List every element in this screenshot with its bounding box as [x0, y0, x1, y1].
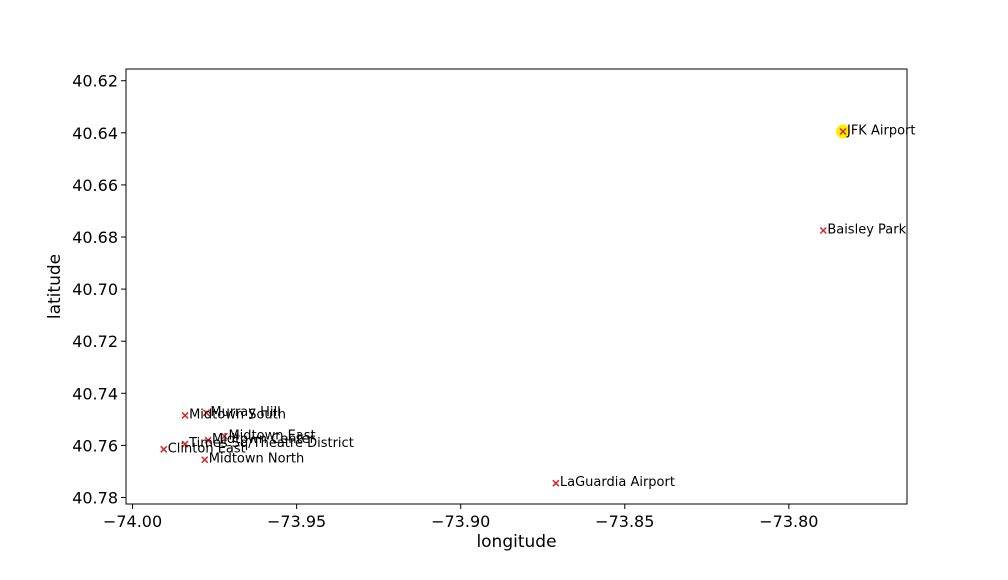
point-label: LaGuardia Airport	[560, 475, 675, 490]
y-tick-label: 40.62	[72, 72, 118, 91]
plot-frame	[125, 68, 908, 505]
y-axis-label: latitude	[45, 254, 65, 319]
x-tick-label: −73.90	[431, 512, 490, 531]
y-tick-label: 40.72	[72, 332, 118, 351]
y-axis: 40.62 40.64 40.66 40.68 40.70 40.72 40.74 40.76…	[72, 72, 126, 507]
y-tick-label: 40.68	[72, 228, 118, 247]
point-label: JFK Airport	[846, 124, 915, 139]
point-label: Midtown Center	[212, 432, 316, 447]
data-point	[202, 409, 210, 417]
data-point	[552, 479, 560, 487]
data-point	[220, 432, 228, 440]
data-point	[160, 445, 168, 453]
x-tick-label: −73.95	[267, 512, 326, 531]
point-label: Midtown South	[189, 407, 286, 422]
data-point	[204, 436, 212, 444]
data-point	[839, 127, 847, 136]
x-tick-label: −73.80	[759, 512, 818, 531]
data-point	[181, 440, 189, 448]
point-label: Midtown North	[209, 452, 304, 467]
x-tick-label: −73.85	[595, 512, 654, 531]
y-tick-label: 40.70	[72, 280, 118, 299]
point-labels-layer: JFK Airport Baisley Park LaGuardia Airport…	[168, 124, 916, 491]
y-tick-label: 40.64	[72, 124, 118, 143]
x-axis: −74.00 −73.95 −73.90 −73.85 −73.80	[103, 504, 818, 531]
point-label: Times Sq/Theatre District	[188, 436, 354, 451]
point-label: Baisley Park	[827, 222, 906, 237]
y-tick-label: 40.66	[72, 176, 118, 195]
plot-area	[126, 69, 907, 504]
y-tick-label: 40.78	[72, 488, 118, 507]
data-point	[819, 226, 827, 235]
data-point	[201, 456, 209, 464]
point-label: Murray Hill	[210, 405, 280, 420]
points-layer	[160, 127, 847, 487]
x-axis-label: longitude	[476, 532, 556, 552]
y-tick-label: 40.74	[72, 384, 118, 403]
y-tick-label: 40.76	[72, 436, 118, 455]
x-tick-label: −74.00	[103, 512, 162, 531]
data-point	[181, 411, 189, 419]
point-label: Clinton East	[168, 441, 246, 456]
point-label: Midtown East	[228, 428, 315, 443]
